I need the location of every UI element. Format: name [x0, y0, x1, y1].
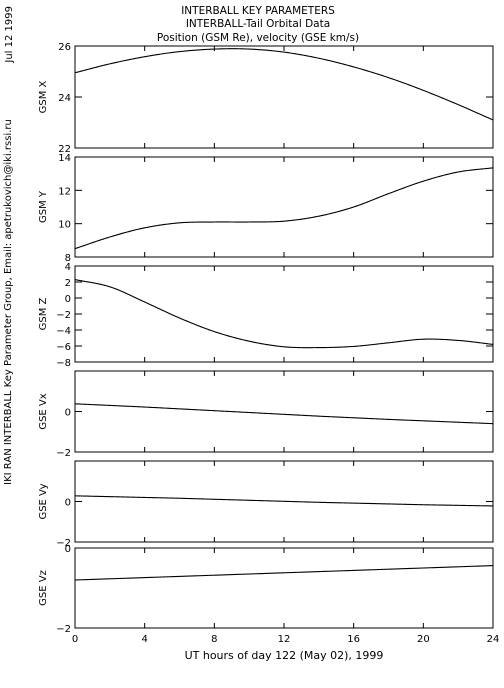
- y-tick-label: 26: [58, 42, 71, 53]
- x-tick-label: 12: [278, 634, 291, 645]
- series-line-gsm-z: [74, 279, 494, 349]
- y-tick-label: 10: [58, 220, 71, 231]
- panel-frame: [74, 547, 494, 629]
- chart-title-line-3: Position (GSM Re), velocity (GSE km/s): [157, 32, 359, 44]
- series-line-gse-vz: [74, 565, 494, 581]
- y-axis-label: GSE Vx: [38, 393, 49, 429]
- y-tick-label: 14: [58, 153, 71, 164]
- panel-frame: [74, 265, 494, 363]
- y-tick-label: 0: [65, 544, 71, 555]
- y-tick-label: −2: [56, 310, 71, 321]
- y-tick-label: −8: [56, 358, 71, 369]
- y-tick-label: 24: [58, 93, 71, 104]
- x-tick-label: 4: [141, 634, 147, 645]
- y-axis-label: GSM Y: [38, 190, 49, 223]
- x-tick-label: 0: [72, 634, 78, 645]
- y-tick-label: 4: [65, 262, 71, 273]
- y-tick-label: 8: [65, 253, 71, 264]
- y-tick-label: 22: [58, 144, 71, 155]
- y-tick-label: −2: [56, 624, 71, 635]
- x-tick-label: 20: [417, 634, 430, 645]
- y-tick-label: −2: [56, 538, 71, 549]
- x-tick-label: 24: [487, 634, 500, 645]
- y-tick-label: 0: [65, 294, 71, 305]
- y-tick-label: 12: [58, 186, 71, 197]
- series-line-gsm-y: [74, 167, 494, 250]
- y-tick-label: −4: [56, 326, 71, 337]
- x-axis-label: UT hours of day 122 (May 02), 1999: [185, 649, 384, 662]
- y-axis-label: GSM X: [38, 80, 49, 113]
- plot-date: Jul 12 1999: [4, 6, 15, 64]
- y-axis-label: GSE Vz: [38, 570, 49, 606]
- y-axis-label: GSM Z: [38, 297, 49, 330]
- series-line-gsm-x: [74, 48, 494, 121]
- chart-title-line-1: INTERBALL KEY PARAMETERS: [181, 5, 335, 17]
- x-tick-label: 8: [211, 634, 217, 645]
- y-tick-label: 2: [65, 278, 71, 289]
- panel-frame: [74, 156, 494, 258]
- series-line-gse-vy: [74, 495, 494, 507]
- panel-frame: [74, 45, 494, 149]
- x-tick-label: 16: [347, 634, 360, 645]
- y-tick-label: 0: [65, 498, 71, 509]
- y-axis-label: GSE Vy: [38, 483, 49, 519]
- y-tick-label: −2: [56, 448, 71, 459]
- panel-frame: [74, 370, 494, 453]
- chart-title-line-2: INTERBALL-Tail Orbital Data: [186, 18, 330, 30]
- y-tick-label: 0: [65, 408, 71, 419]
- credit-text: IKI RAN INTERBALL Key Parameter Group, E…: [3, 119, 14, 485]
- series-line-gse-vx: [74, 403, 494, 425]
- y-tick-label: −6: [56, 342, 71, 353]
